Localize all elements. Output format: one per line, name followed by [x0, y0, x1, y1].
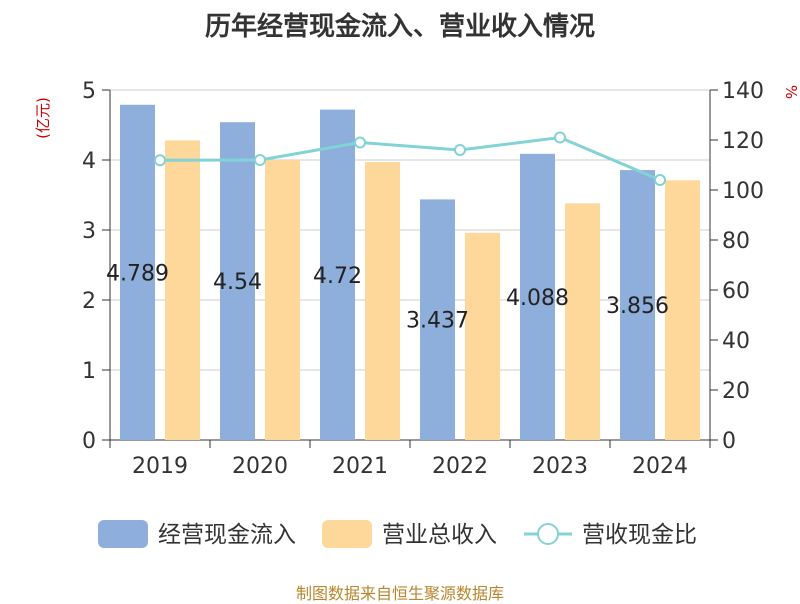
ratio-point — [654, 174, 666, 186]
legend-swatch — [98, 520, 148, 548]
data-label: 4.789 — [106, 261, 169, 286]
right-tick-label: 40 — [722, 329, 750, 354]
data-label: 3.437 — [406, 309, 469, 334]
legend-label: 经营现金流入 — [158, 522, 296, 548]
ratio-point — [354, 136, 366, 149]
bar-revenue — [265, 160, 300, 440]
left-tick-label: 4 — [82, 149, 96, 174]
right-axis-unit: % — [782, 85, 800, 99]
bar-cash-inflow — [320, 109, 355, 440]
left-tick-label: 0 — [82, 429, 96, 454]
bar-cash-inflow — [520, 153, 555, 440]
legend-marker — [537, 523, 559, 545]
chart-title: 历年经营现金流入、营业收入情况 — [204, 12, 595, 42]
data-label: 4.72 — [313, 264, 362, 289]
data-label: 4.54 — [213, 270, 262, 295]
x-tick-label: 2023 — [532, 454, 588, 479]
left-tick-label: 5 — [82, 79, 96, 104]
x-tick-label: 2024 — [632, 454, 688, 479]
ratio-point — [154, 154, 166, 167]
ratio-line — [159, 135, 661, 182]
bar-revenue — [165, 140, 200, 440]
bar-revenue — [665, 180, 700, 441]
left-axis-unit: (亿元) — [34, 97, 52, 139]
right-tick-label: 100 — [722, 179, 764, 204]
legend-label: 营业总收入 — [382, 522, 497, 548]
x-tick-label: 2020 — [232, 454, 288, 479]
bar-cash-inflow — [120, 104, 155, 441]
legend-label: 营收现金比 — [582, 522, 697, 548]
left-tick-label: 1 — [82, 359, 96, 384]
data-label: 4.088 — [506, 286, 569, 311]
data-label: 3.856 — [606, 294, 669, 319]
right-tick-label: 80 — [722, 229, 750, 254]
x-tick-label: 2022 — [432, 454, 488, 479]
right-tick-label: 140 — [722, 79, 764, 104]
right-tick-label: 60 — [722, 279, 750, 304]
left-tick-label: 3 — [82, 219, 96, 244]
left-tick-label: 2 — [82, 289, 96, 314]
bar-cash-inflow — [620, 170, 655, 440]
bar-cash-inflow — [420, 199, 455, 440]
bar-revenue — [565, 203, 600, 440]
source-note: 制图数据来自恒生聚源数据库 — [295, 584, 504, 603]
right-tick-label: 0 — [722, 429, 736, 454]
bar-revenue — [365, 162, 400, 440]
ratio-point — [554, 131, 566, 144]
legend-swatch — [322, 520, 372, 548]
x-tick-label: 2019 — [132, 454, 188, 479]
right-tick-label: 120 — [722, 129, 764, 154]
bar-cash-inflow — [220, 122, 255, 440]
ratio-point — [254, 154, 266, 166]
right-tick-label: 20 — [722, 379, 750, 404]
ratio-point — [454, 144, 466, 156]
bar-revenue — [465, 232, 500, 440]
x-tick-label: 2021 — [332, 454, 388, 479]
